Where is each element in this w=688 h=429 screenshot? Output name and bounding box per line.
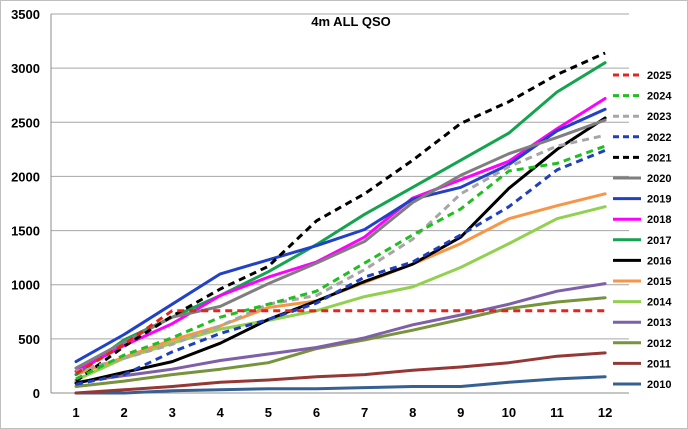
legend-label-2020: 2020 [647, 173, 671, 185]
legend-label-2017: 2017 [647, 235, 671, 247]
x-tick-label: 7 [361, 405, 368, 420]
series-lines [74, 51, 607, 395]
series-line-2024 [75, 144, 606, 381]
legend-label-2025: 2025 [647, 70, 671, 82]
legend-label-2021: 2021 [647, 152, 671, 164]
legend-label-2013: 2013 [647, 317, 671, 329]
legend-label-2023: 2023 [647, 111, 671, 123]
y-tick-label: 0 [33, 386, 40, 401]
grid-lines [51, 13, 629, 394]
series-line-2014 [74, 205, 607, 382]
legend-label-2024: 2024 [647, 91, 672, 103]
x-tick-label: 10 [502, 405, 516, 420]
y-tick-label: 3000 [11, 61, 40, 76]
legend-label-2016: 2016 [647, 255, 671, 267]
legend-label-2012: 2012 [647, 338, 671, 350]
x-tick-label: 8 [409, 405, 416, 420]
series-line-2013 [74, 282, 607, 384]
x-tick-label: 1 [72, 405, 79, 420]
legend-label-2015: 2015 [647, 276, 671, 288]
series-line-2017 [74, 61, 607, 377]
x-tick-label: 6 [313, 405, 320, 420]
legend: 2025 2024 2023 2022 2021 2020 2019 2018 2017 2016… [613, 70, 672, 391]
x-tick-label: 11 [550, 405, 564, 420]
legend-label-2011: 2011 [647, 358, 671, 370]
series-line-2018 [74, 97, 607, 373]
series-line-2025 [75, 309, 606, 375]
x-tick-label: 2 [120, 405, 127, 420]
x-tick-label: 5 [265, 405, 272, 420]
y-tick-label: 3500 [11, 7, 40, 22]
y-tick-label: 1500 [11, 224, 40, 239]
y-tick-label: 2000 [11, 169, 40, 184]
x-tick-label: 9 [457, 405, 464, 420]
series-line-2023 [75, 133, 606, 373]
legend-label-2018: 2018 [647, 214, 671, 226]
y-tick-label: 2500 [11, 115, 40, 130]
legend-label-2022: 2022 [647, 132, 671, 144]
series-line-2022 [75, 149, 606, 386]
legend-label-2019: 2019 [647, 194, 671, 206]
series-line-2021 [75, 51, 606, 383]
chart-title: 4m ALL QSO [311, 14, 390, 29]
legend-label-2010: 2010 [647, 379, 671, 391]
y-tick-label: 500 [18, 332, 40, 347]
x-tick-label: 3 [169, 405, 176, 420]
x-tick-label: 4 [217, 405, 225, 420]
series-line-2020 [74, 118, 607, 370]
y-tick-label: 1000 [11, 278, 40, 293]
series-line-2011 [74, 351, 607, 395]
x-tick-label: 12 [598, 405, 612, 420]
series-line-2019 [74, 107, 607, 364]
series-line-2010 [74, 375, 607, 395]
legend-label-2014: 2014 [647, 297, 672, 309]
series-line-2012 [74, 296, 607, 388]
